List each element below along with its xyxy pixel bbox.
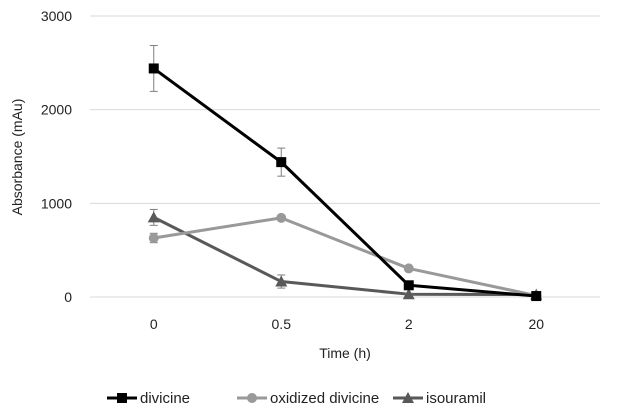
series-line <box>153 216 537 297</box>
y-tick-label: 3000 <box>41 8 72 24</box>
x-tick-label: 20 <box>528 316 544 332</box>
data-point <box>275 275 288 287</box>
series-divicine <box>148 45 542 302</box>
x-axis-title: Time (h) <box>319 345 371 361</box>
legend-marker <box>247 393 257 403</box>
data-point <box>531 291 542 302</box>
y-axis-title: Absorbance (mAu) <box>9 99 25 216</box>
series-line <box>153 216 537 298</box>
legend-item: divicine <box>107 390 190 407</box>
y-axis-ticks: 0 1000 2000 3000 <box>41 8 72 305</box>
legend-label: oxidized divicine <box>270 390 379 407</box>
data-point <box>148 63 159 74</box>
data-point <box>276 212 287 223</box>
legend-marker <box>117 393 127 403</box>
x-axis-ticks: 0 0.5 2 20 <box>150 316 544 332</box>
y-tick-label: 0 <box>64 289 72 305</box>
series-line <box>152 67 537 298</box>
gridlines <box>90 15 600 298</box>
y-tick-label: 2000 <box>41 102 72 118</box>
data-point <box>276 157 287 168</box>
data-point <box>403 280 414 291</box>
legend-marker <box>402 392 414 403</box>
legend-label: divicine <box>140 390 190 407</box>
series-group <box>147 45 543 302</box>
data-point <box>148 232 159 243</box>
legend-item: isouramil <box>393 390 486 407</box>
legend: divicine oxidized divicine isouramil <box>107 390 486 407</box>
x-tick-label: 0.5 <box>272 316 292 332</box>
y-tick-label: 1000 <box>41 195 72 211</box>
legend-item: oxidized divicine <box>237 390 379 407</box>
data-point <box>403 263 414 274</box>
x-tick-label: 0 <box>150 316 158 332</box>
x-tick-label: 2 <box>405 316 413 332</box>
data-point <box>147 211 160 223</box>
legend-label: isouramil <box>426 390 486 407</box>
data-point <box>402 288 415 300</box>
